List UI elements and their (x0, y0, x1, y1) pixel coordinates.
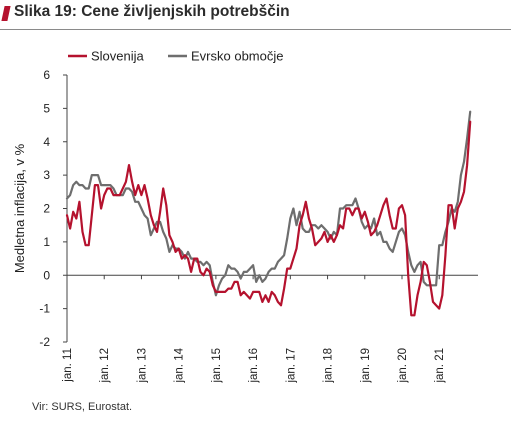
legend-entry-slovenija: Slovenija (68, 49, 145, 64)
y-tick-label: -1 (39, 302, 50, 316)
inflation-line-chart: Slovenija Evrsko območje -2 -1 0 1 2 3 4 5 6 jan.… (12, 49, 478, 384)
x-tick-label: jan. 16 (248, 348, 260, 384)
x-tick-label: jan. 11 (62, 348, 74, 383)
y-tick-label: -2 (39, 335, 50, 349)
header-divider (0, 29, 511, 30)
x-tick-label: jan. 14 (174, 347, 186, 383)
y-tick-label: 3 (43, 168, 50, 182)
chart-legend: Slovenija Evrsko območje (68, 49, 283, 64)
series-lines (65, 110, 472, 317)
legend-label: Slovenija (91, 49, 145, 64)
x-tick-label: jan. 21 (434, 348, 446, 384)
source-note: Vir: SURS, Eurostat. (32, 401, 133, 413)
x-tick-label: jan. 13 (136, 348, 148, 384)
x-tick-label: jan. 12 (99, 348, 111, 384)
x-axis: jan. 11 jan. 12 jan. 13 jan. 14 jan. 15 jan. … (62, 274, 478, 384)
figure-title: Slika 19: Cene življenjskih potrebščin (14, 3, 290, 20)
y-tick-label: 6 (43, 68, 50, 82)
x-tick-label: jan. 17 (285, 348, 297, 384)
x-tick-label: jan. 15 (211, 348, 223, 384)
y-tick-label: 2 (43, 202, 50, 216)
y-tick-label: 4 (43, 135, 50, 149)
series-line-evrsko-obmocje (65, 110, 472, 297)
legend-label: Evrsko območje (191, 49, 283, 64)
y-tick-label: 0 (43, 268, 50, 282)
header-accent-mark (1, 6, 11, 21)
legend-entry-evrsko-obmocje: Evrsko območje (168, 49, 283, 64)
y-tick-label: 1 (43, 235, 50, 249)
y-axis: -2 -1 0 1 2 3 4 5 6 (39, 68, 68, 349)
series-line-slovenija (65, 120, 472, 317)
x-tick-label: jan. 20 (397, 348, 409, 384)
x-tick-label: jan. 18 (323, 348, 335, 384)
x-tick-label: jan. 19 (360, 348, 372, 384)
y-tick-label: 5 (43, 101, 50, 115)
y-axis-label: Medletna inflacija, v % (12, 143, 27, 273)
figure-header: Slika 19: Cene življenjskih potrebščin (0, 0, 511, 34)
